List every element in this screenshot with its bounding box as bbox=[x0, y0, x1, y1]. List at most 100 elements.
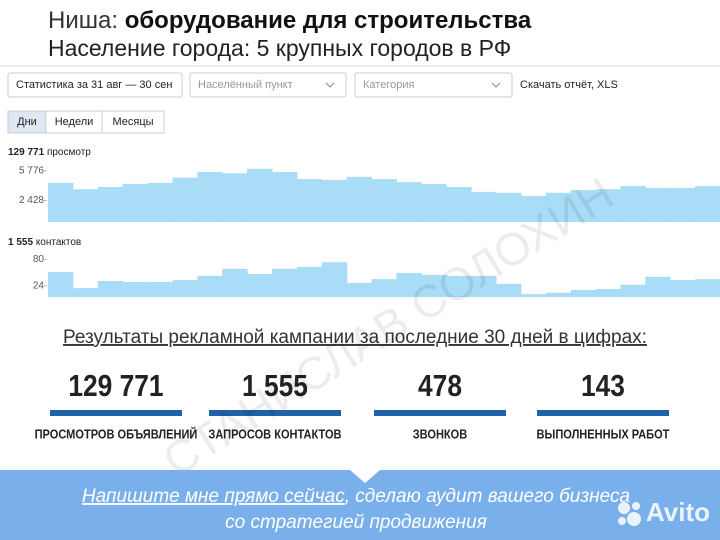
bar bbox=[296, 266, 323, 297]
results-title: Результаты рекламной кампании за последн… bbox=[63, 327, 647, 348]
bar bbox=[346, 176, 373, 222]
bar bbox=[446, 187, 472, 222]
stats: 129 771 ПРОСМОТРОВ ОБЪЯВЛЕНИЙ 1 555 ЗАПРОСО… bbox=[35, 369, 670, 441]
bar bbox=[172, 280, 198, 297]
chart-header: 129 771 просмотр bbox=[8, 147, 91, 158]
bar bbox=[97, 187, 124, 222]
cta-link[interactable]: Напишите мне прямо сейчас bbox=[82, 486, 345, 507]
bar bbox=[570, 289, 597, 297]
stat-underline bbox=[374, 410, 506, 416]
bar bbox=[620, 284, 646, 297]
logo-icon bbox=[618, 502, 641, 526]
bar bbox=[222, 173, 248, 222]
bar bbox=[421, 183, 447, 222]
chart-unit: просмотр bbox=[47, 147, 91, 158]
stat-label: ПРОСМОТРОВ ОБЪЯВЛЕНИЙ bbox=[35, 426, 198, 442]
bar bbox=[321, 179, 348, 222]
bar bbox=[670, 280, 696, 297]
bar bbox=[48, 183, 74, 222]
bar bbox=[321, 262, 348, 297]
period-select[interactable] bbox=[7, 72, 183, 98]
bar bbox=[570, 190, 597, 222]
category: Категория bbox=[363, 79, 414, 91]
bar bbox=[471, 191, 497, 222]
bar bbox=[446, 275, 472, 297]
bar bbox=[48, 272, 74, 297]
niche-label: Ниша: bbox=[48, 7, 118, 34]
bar bbox=[545, 192, 572, 222]
bar bbox=[222, 268, 248, 297]
bar bbox=[496, 283, 522, 297]
bar bbox=[496, 192, 522, 222]
stat-value: 129 771 bbox=[68, 369, 163, 403]
bar bbox=[296, 179, 323, 222]
stat-value: 143 bbox=[581, 369, 625, 403]
stat-underline bbox=[537, 410, 669, 416]
bar bbox=[396, 182, 422, 222]
category-select[interactable] bbox=[354, 72, 513, 98]
tab[interactable] bbox=[101, 110, 165, 134]
bar bbox=[645, 187, 671, 222]
bar bbox=[247, 168, 273, 222]
stat-value: 1 555 bbox=[242, 369, 308, 403]
bar bbox=[72, 288, 99, 297]
bar bbox=[122, 281, 149, 297]
cta-line2: со стратегией продвижения bbox=[225, 512, 487, 533]
bar bbox=[595, 189, 621, 222]
niche-line: Ниша: оборудование для строительства bbox=[48, 7, 532, 34]
locality: Населённый пункт bbox=[198, 79, 293, 91]
bar bbox=[247, 273, 273, 297]
bar bbox=[695, 279, 720, 297]
locality-select[interactable] bbox=[189, 72, 347, 98]
stat-underline bbox=[50, 410, 182, 416]
bar bbox=[371, 279, 397, 297]
bar bbox=[197, 275, 223, 297]
bar bbox=[371, 179, 397, 222]
stat-label: ЗВОНКОВ bbox=[413, 427, 468, 442]
population: Население города: 5 крупных городов в РФ bbox=[48, 35, 511, 61]
bar bbox=[147, 281, 173, 297]
y-tick-label: 80 bbox=[33, 254, 45, 265]
bar bbox=[545, 292, 572, 297]
tab-label: Месяцы bbox=[112, 116, 153, 128]
bar bbox=[346, 282, 373, 297]
bar bbox=[620, 186, 646, 222]
cta-band bbox=[0, 470, 720, 540]
tab-label: Недели bbox=[55, 116, 94, 128]
chevron bbox=[491, 82, 501, 88]
bar bbox=[670, 187, 696, 222]
bar bbox=[645, 276, 671, 297]
bar bbox=[97, 281, 124, 297]
niche: оборудование для строительства bbox=[125, 7, 532, 34]
bar bbox=[197, 171, 223, 222]
bar bbox=[471, 275, 497, 297]
bar bbox=[272, 171, 298, 222]
bar bbox=[172, 177, 198, 222]
report-link[interactable]: Скачать отчёт, XLS bbox=[520, 79, 618, 91]
period: Статистика за 31 авг — 30 сен bbox=[16, 79, 172, 91]
cta-line1: Напишите мне прямо сейчас, сделаю аудит … bbox=[82, 486, 630, 507]
stat-value: 478 bbox=[418, 369, 462, 403]
bar bbox=[272, 268, 298, 297]
logo: Avito bbox=[646, 497, 710, 527]
y-tick-label: 24 bbox=[33, 280, 45, 291]
bar bbox=[122, 183, 149, 222]
bar bbox=[520, 294, 547, 297]
bar bbox=[396, 273, 422, 297]
tabs: Дни Недели Месяцы bbox=[7, 110, 165, 134]
chart-total: 1 555 bbox=[8, 237, 33, 248]
bar bbox=[520, 195, 547, 222]
bar bbox=[147, 183, 173, 222]
cta-rest: , сделаю аудит вашего бизнеса bbox=[345, 486, 630, 507]
bar bbox=[72, 189, 99, 222]
bar bbox=[595, 289, 621, 297]
chart-total: 129 771 bbox=[8, 147, 45, 158]
chart-unit: контактов bbox=[36, 237, 81, 248]
bar bbox=[421, 274, 447, 297]
y-tick-label: 5 776 bbox=[19, 165, 44, 176]
stat-label: ЗАПРОСОВ КОНТАКТОВ bbox=[208, 427, 341, 442]
stat-label: ВЫПОЛНЕННЫХ РАБОТ bbox=[537, 427, 670, 442]
